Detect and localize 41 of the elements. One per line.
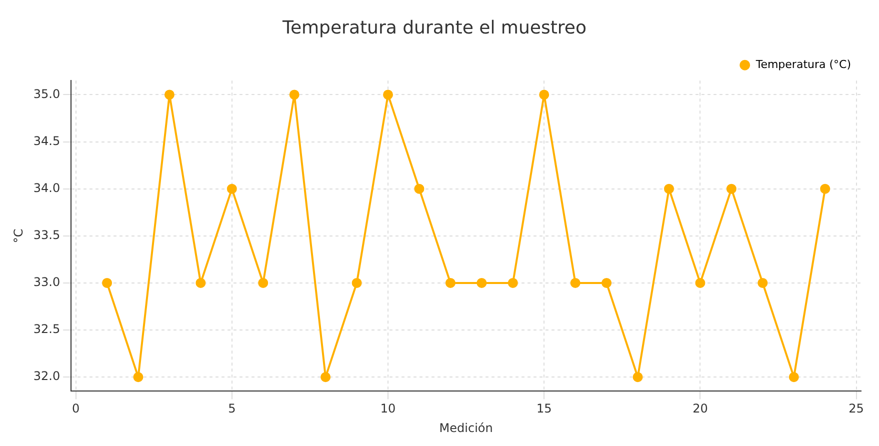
point xyxy=(320,372,331,382)
point xyxy=(726,184,736,194)
point xyxy=(820,184,830,194)
y-tick-label: 33.5 xyxy=(33,228,60,242)
point xyxy=(352,278,362,288)
point xyxy=(664,184,674,194)
y-tick-label: 35.0 xyxy=(33,86,60,101)
x-tick-label: 5 xyxy=(228,402,236,416)
y-tick-label: 32.0 xyxy=(33,369,60,384)
x-tick-label: 10 xyxy=(380,402,396,416)
point xyxy=(133,372,144,382)
y-tick-label: 32.5 xyxy=(33,322,60,336)
point xyxy=(570,278,580,288)
point xyxy=(383,90,394,100)
point xyxy=(602,278,612,288)
point xyxy=(476,278,487,288)
x-axis-title: Medición xyxy=(439,420,493,435)
y-tick-label: 34.5 xyxy=(33,134,60,148)
point xyxy=(414,184,424,194)
point xyxy=(758,278,768,288)
point xyxy=(226,184,237,194)
point xyxy=(196,278,206,288)
x-tick-label: 20 xyxy=(692,402,708,416)
x-tick-label: 15 xyxy=(536,402,552,416)
point xyxy=(632,372,643,382)
point xyxy=(102,278,112,288)
point xyxy=(508,278,518,288)
point xyxy=(289,90,300,100)
chart-title: Temperatura durante el muestreo xyxy=(282,17,586,38)
x-tick-label: 25 xyxy=(848,402,864,416)
point xyxy=(788,372,799,382)
y-tick-label: 34.0 xyxy=(33,180,60,195)
legend-label: Temperatura (°C) xyxy=(754,58,851,71)
point xyxy=(695,278,706,288)
y-axis-title: °C xyxy=(11,228,26,244)
point xyxy=(164,90,174,100)
point xyxy=(258,278,268,288)
x-tick-label: 0 xyxy=(72,402,80,416)
point xyxy=(445,278,456,288)
y-tick-label: 33.0 xyxy=(33,275,60,290)
point xyxy=(539,90,550,100)
